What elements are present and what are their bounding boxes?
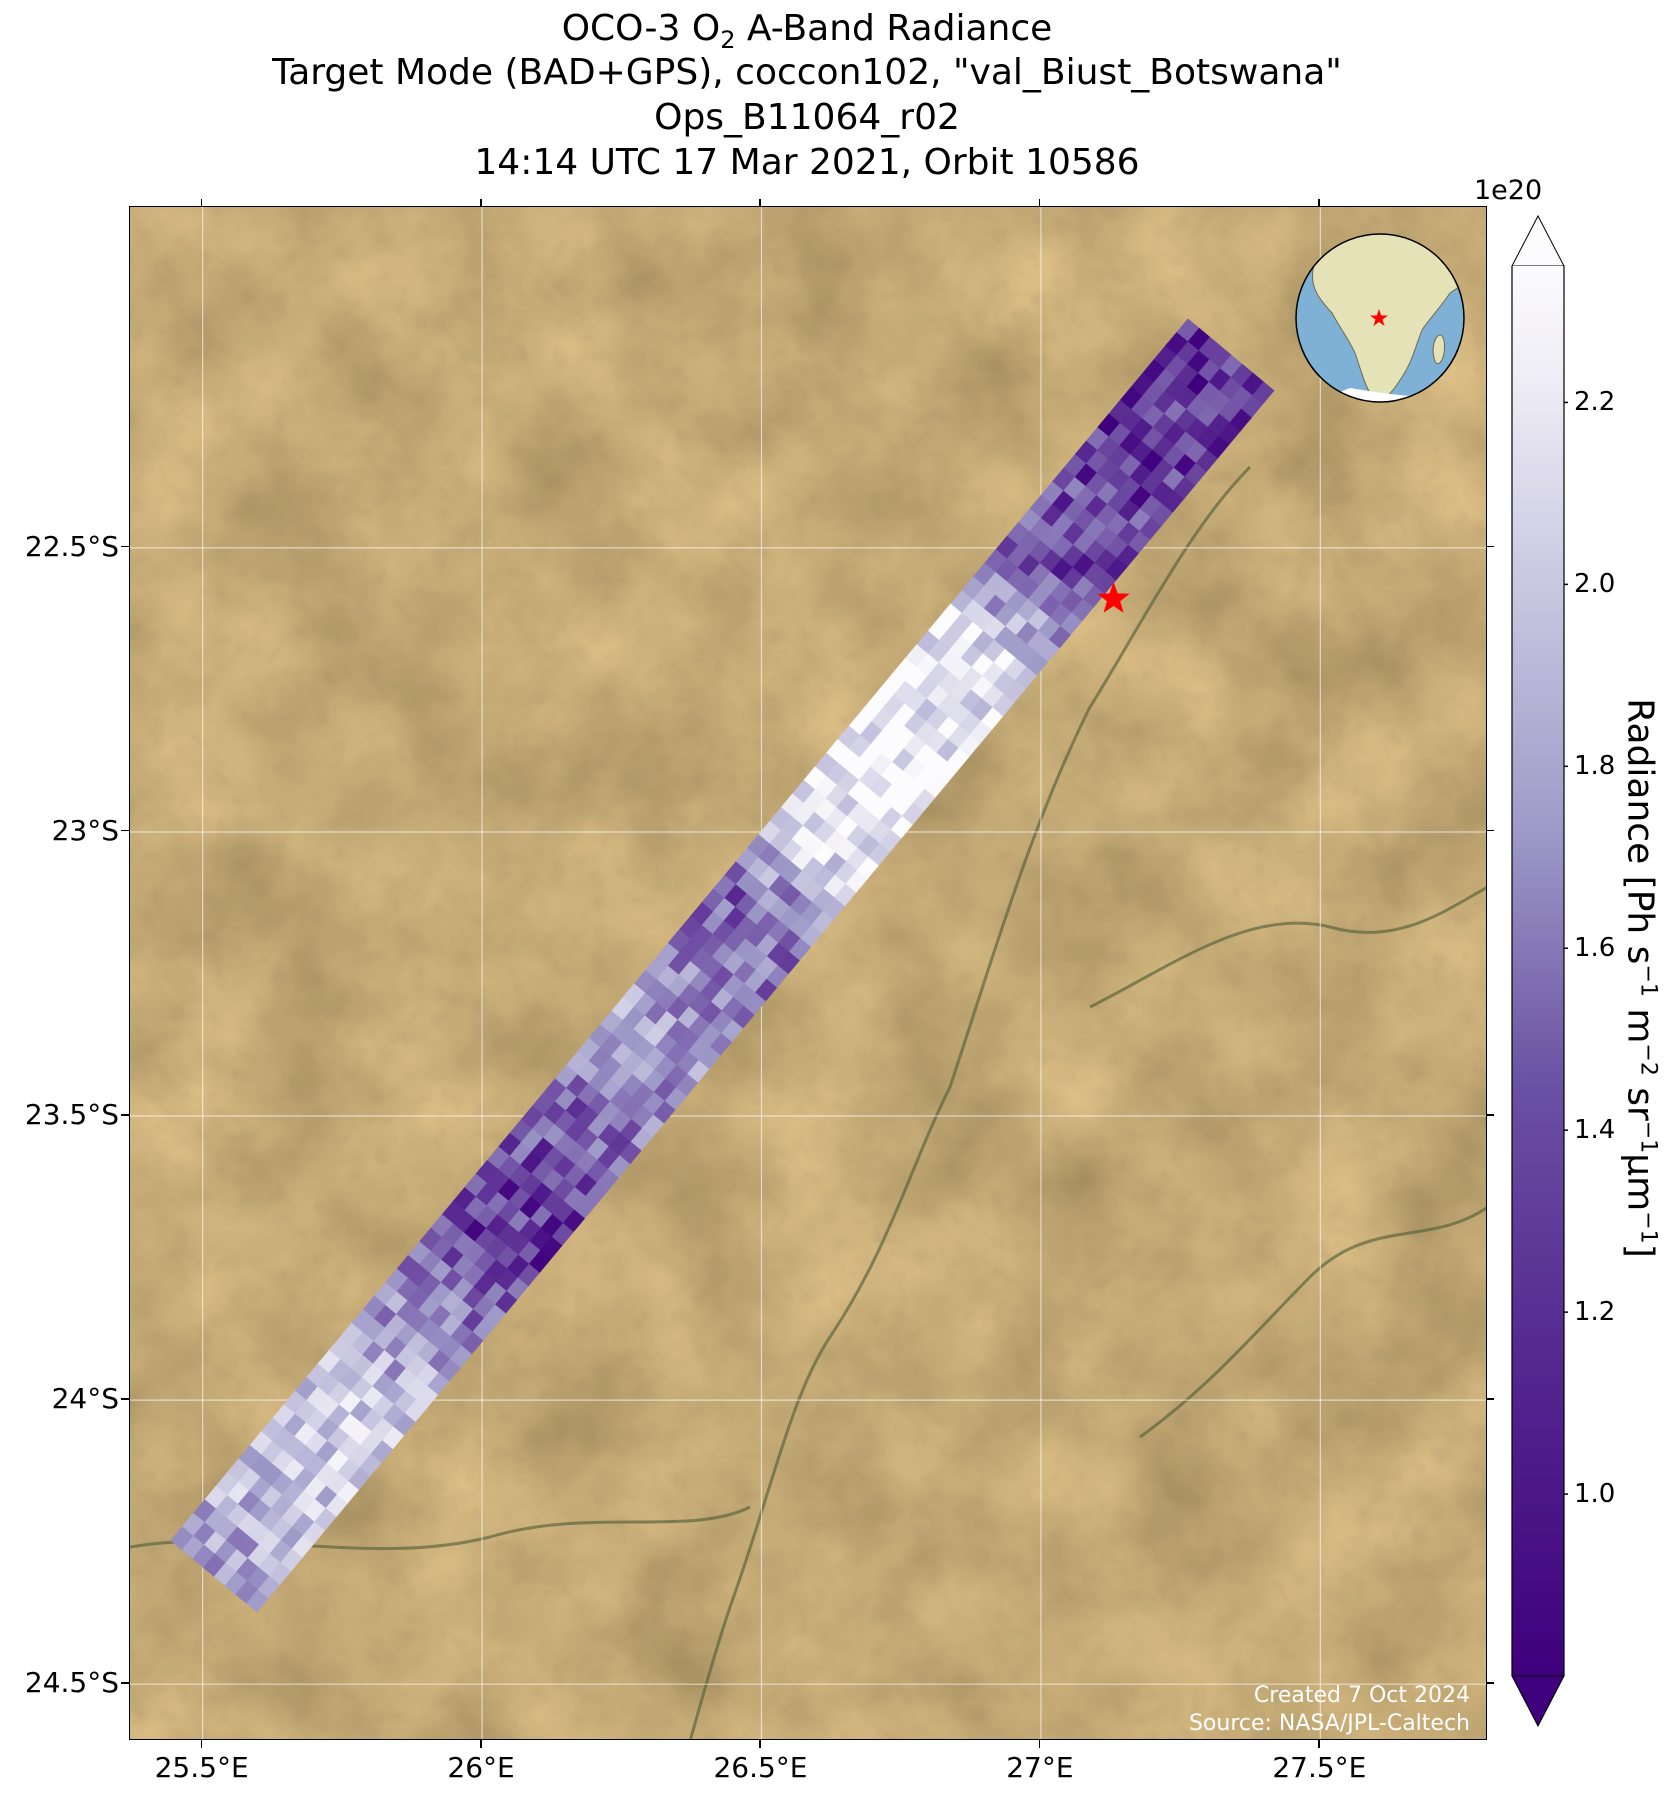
x-tick-mark-top — [1038, 199, 1041, 206]
globe-outline — [1295, 233, 1465, 403]
x-tick-mark-top — [480, 199, 482, 206]
map-panel[interactable]: Created 7 Oct 2024 Source: NASA/JPL-Calt… — [129, 206, 1487, 1740]
y-tick-mark-right — [1487, 829, 1494, 832]
x-tick-mark-top — [759, 199, 761, 206]
x-tick-mark-top — [1318, 199, 1320, 206]
globe-target-star-icon — [1370, 309, 1388, 326]
colorbar-gradient — [1512, 266, 1564, 1676]
y-tick-label: 24°S — [51, 1382, 119, 1416]
x-tick-label: 26°E — [447, 1751, 515, 1784]
x-tick-label: 26.5°E — [713, 1751, 808, 1784]
y-tick-mark — [121, 829, 129, 832]
colorbar-tick-label: 2.0 — [1574, 569, 1616, 600]
colorbar-extend-low — [1511, 1675, 1565, 1728]
title-line-2: Target Mode (BAD+GPS), coccon102, "val_B… — [272, 52, 1342, 93]
y-tick-label: 22.5°S — [24, 529, 119, 563]
colorbar-extend-high — [1511, 214, 1565, 267]
map-canvas[interactable] — [130, 207, 1487, 1740]
title-line-3: Ops_B11064_r02 — [654, 97, 960, 138]
y-tick-label: 23°S — [51, 813, 119, 847]
y-tick-mark — [121, 1114, 129, 1116]
y-tick-label: 23.5°S — [24, 1098, 119, 1132]
y-tick-mark-right — [1487, 1682, 1494, 1684]
y-tick-mark-right — [1487, 545, 1494, 548]
y-tick-mark-right — [1487, 1398, 1494, 1400]
y-tick-label: 24.5°S — [24, 1666, 119, 1700]
title-subscript: 2 — [720, 26, 736, 55]
x-tick-mark-top — [200, 199, 203, 206]
colorbar-tick-label: 1.0 — [1574, 1479, 1616, 1510]
target-site-star-icon[interactable] — [1097, 582, 1130, 613]
colorbar — [1511, 214, 1568, 1728]
created-date-label: Created 7 Oct 2024 — [1253, 1683, 1470, 1708]
colorbar-tick-label: 1.6 — [1574, 933, 1616, 964]
colorbar-tick-label: 1.4 — [1574, 1115, 1616, 1146]
inset-globe — [1295, 233, 1465, 403]
title-suffix: A-Band Radiance — [735, 8, 1053, 49]
title-line-1: OCO-3 O2 A-Band Radiance — [0, 8, 1614, 61]
colorbar-tick-label: 1.8 — [1574, 751, 1616, 782]
title-line-4: 14:14 UTC 17 Mar 2021, Orbit 10586 — [474, 142, 1140, 183]
colorbar-tick-label: 1.2 — [1574, 1297, 1616, 1328]
target-star-shape — [1097, 582, 1130, 613]
colorbar-title: Radiance [Ph s−1 m−2 sr−1μm−1] — [1619, 698, 1661, 1258]
x-tick-mark — [1038, 1740, 1041, 1748]
title-prefix: OCO-3 O — [561, 8, 721, 49]
x-tick-mark — [480, 1740, 482, 1748]
y-tick-mark — [121, 1398, 129, 1400]
x-tick-mark — [759, 1740, 761, 1748]
y-tick-mark — [121, 1682, 129, 1684]
x-tick-label: 27°E — [1006, 1751, 1074, 1784]
y-tick-mark-right — [1487, 1114, 1494, 1116]
source-credit-label: Source: NASA/JPL-Caltech — [1188, 1711, 1470, 1736]
swath-cell — [170, 1526, 194, 1550]
radiance-swath[interactable] — [170, 318, 1275, 1613]
y-tick-mark — [121, 545, 129, 548]
colorbar-tick-label: 2.2 — [1574, 387, 1616, 418]
x-tick-mark — [200, 1740, 203, 1748]
x-tick-label: 27.5°E — [1272, 1751, 1367, 1784]
x-tick-mark — [1318, 1740, 1320, 1748]
x-tick-label: 25.5°E — [154, 1751, 249, 1784]
colorbar-exponent: 1e20 — [1474, 175, 1543, 206]
